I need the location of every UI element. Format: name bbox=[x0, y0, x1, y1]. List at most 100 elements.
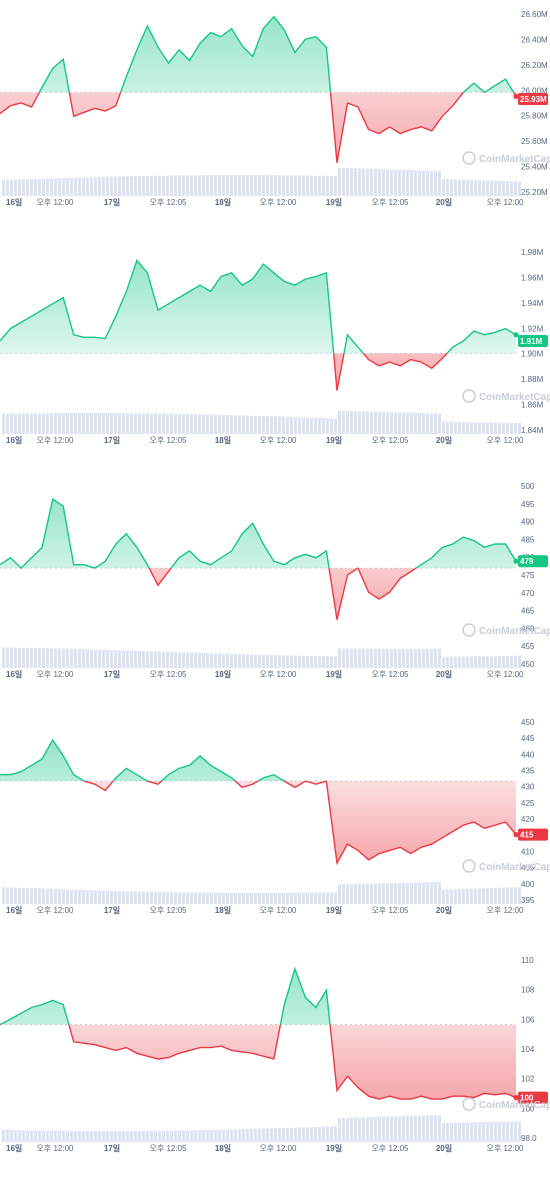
volume-bar bbox=[518, 656, 521, 668]
volume-bar bbox=[234, 175, 237, 196]
volume-bar bbox=[50, 1131, 53, 1142]
volume-bar bbox=[106, 413, 109, 434]
volume-bar bbox=[514, 656, 517, 668]
volume-bar bbox=[22, 648, 25, 668]
volume-bar bbox=[370, 169, 373, 196]
volume-bar bbox=[446, 890, 449, 904]
volume-bar bbox=[446, 179, 449, 196]
volume-bar bbox=[490, 181, 493, 196]
volume-bar bbox=[482, 888, 485, 904]
volume-bar bbox=[430, 171, 433, 196]
volume-bar bbox=[34, 179, 37, 196]
volume-bar bbox=[38, 1130, 41, 1142]
volume-bar bbox=[122, 891, 125, 904]
volume-bar bbox=[94, 890, 97, 904]
volume-bar bbox=[26, 648, 29, 668]
volume-bar bbox=[18, 888, 21, 904]
volume-bar bbox=[226, 175, 229, 196]
volume-bar bbox=[86, 177, 89, 196]
volume-bar bbox=[426, 413, 429, 434]
volume-bar bbox=[506, 423, 509, 434]
y-tick-label: 1.90M bbox=[521, 350, 544, 359]
volume-bar bbox=[362, 411, 365, 434]
volume-bar bbox=[238, 893, 241, 904]
volume-bar bbox=[498, 888, 501, 904]
x-tick-label: 오후 12:05 bbox=[150, 906, 188, 915]
x-tick-label: 오후 12:00 bbox=[37, 670, 75, 679]
volume-bar bbox=[434, 171, 437, 196]
volume-bar bbox=[270, 655, 273, 668]
volume-bar bbox=[466, 422, 469, 434]
volume-bar bbox=[42, 1131, 45, 1142]
volume-bar bbox=[290, 893, 293, 904]
volume-bar bbox=[350, 649, 353, 668]
volume-bar bbox=[86, 1131, 89, 1142]
coinmarketcap-watermark: CoinMarketCap bbox=[463, 390, 550, 403]
volume-bar bbox=[162, 176, 165, 196]
volume-bar bbox=[402, 413, 405, 434]
volume-bar bbox=[354, 411, 357, 434]
volume-bar bbox=[434, 1115, 437, 1142]
volume-bar bbox=[302, 893, 305, 904]
volume-bar bbox=[198, 893, 201, 904]
x-tick-label: 오후 12:00 bbox=[260, 670, 298, 679]
coinmarketcap-logo-icon bbox=[463, 152, 475, 164]
watermark-text: CoinMarketCap bbox=[479, 154, 550, 165]
volume-bar bbox=[86, 649, 89, 668]
price-chart-panel[interactable]: 500495490485480475470465460455450479Coin… bbox=[0, 472, 550, 708]
volume-bar bbox=[434, 882, 437, 904]
volume-bar bbox=[318, 656, 321, 668]
volume-bar bbox=[430, 413, 433, 434]
volume-bar bbox=[130, 891, 133, 904]
volume-bar bbox=[370, 884, 373, 904]
volume-bar bbox=[238, 415, 241, 434]
volume-bar bbox=[374, 649, 377, 668]
volume-bar bbox=[174, 892, 177, 904]
volume-bar bbox=[58, 889, 61, 904]
volume-bar bbox=[134, 413, 137, 434]
volume-bar bbox=[274, 175, 277, 196]
volume-bar bbox=[490, 656, 493, 668]
x-tick-label: 오후 12:00 bbox=[37, 1144, 75, 1153]
volume-bar bbox=[378, 169, 381, 196]
volume-bar bbox=[34, 413, 37, 434]
volume-bar bbox=[70, 1131, 73, 1142]
volume-bar bbox=[438, 649, 441, 668]
volume-bar bbox=[6, 1130, 9, 1142]
volume-bar bbox=[118, 176, 121, 196]
current-price-dot bbox=[513, 94, 518, 99]
volume-bar bbox=[38, 413, 41, 434]
volume-bar bbox=[338, 648, 341, 668]
y-tick-label: 500 bbox=[521, 482, 535, 491]
volume-bar bbox=[342, 884, 345, 904]
current-price-label: 415 bbox=[520, 831, 534, 840]
volume-bar bbox=[154, 651, 157, 668]
area-fill-up bbox=[0, 499, 516, 620]
volume-bar bbox=[174, 414, 177, 434]
volume-bar bbox=[98, 890, 101, 904]
volume-bar bbox=[94, 177, 97, 196]
volume-bar bbox=[226, 1130, 229, 1142]
x-tick-label: 16일 bbox=[6, 1143, 22, 1153]
volume-bar bbox=[50, 178, 53, 196]
price-chart-panel[interactable]: 450445440435430425420415410405400395415C… bbox=[0, 708, 550, 944]
volume-bar bbox=[498, 181, 501, 196]
x-tick-label: 오후 12:05 bbox=[372, 670, 410, 679]
volume-bar bbox=[62, 649, 65, 668]
volume-bar bbox=[230, 415, 233, 434]
volume-bar bbox=[254, 893, 257, 904]
volume-bar bbox=[314, 893, 317, 904]
volume-bar bbox=[270, 416, 273, 434]
volume-bar bbox=[258, 893, 261, 904]
volume-bar bbox=[362, 169, 365, 196]
volume-bar bbox=[250, 175, 253, 196]
volume-bar bbox=[394, 1116, 397, 1142]
volume-bar bbox=[246, 654, 249, 668]
chart-svg: 26.60M26.40M26.20M26.00M25.80M25.60M25.4… bbox=[0, 0, 550, 236]
volume-bar bbox=[78, 178, 81, 196]
volume-bar bbox=[310, 176, 313, 196]
volume-bar bbox=[142, 892, 145, 904]
